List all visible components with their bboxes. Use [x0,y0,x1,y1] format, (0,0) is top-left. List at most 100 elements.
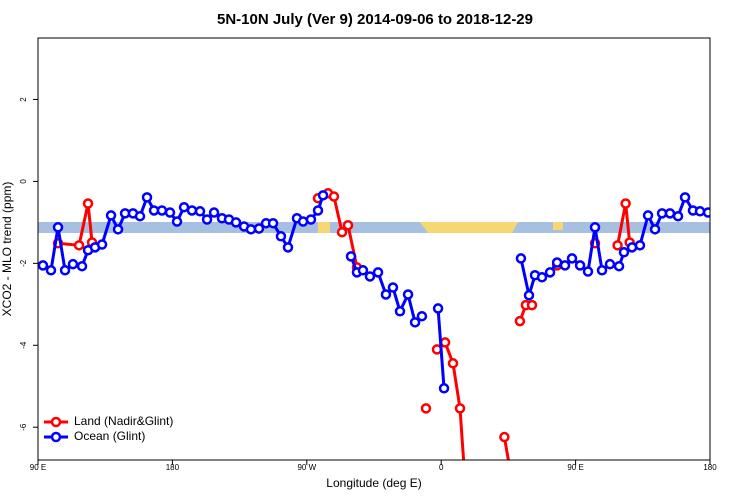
point [67,258,79,270]
point [253,223,265,234]
point [76,260,88,272]
point [312,205,324,216]
point [357,265,369,276]
point [536,272,548,283]
x-tick-label: 90 E [30,463,46,472]
point [589,222,601,233]
point [416,310,428,322]
point [38,260,49,271]
legend-marker [50,431,62,443]
land-strip [553,222,563,230]
map-strip [38,222,710,233]
point [171,216,183,227]
x-tick-label: 180 [703,463,717,472]
point [596,265,608,276]
x-tick-label: 90 E [567,463,583,472]
legend-label: Land (Nadir&Glint) [74,414,173,428]
point [702,207,710,218]
point [420,403,432,414]
point [582,266,594,277]
point [194,206,206,217]
point [275,231,287,242]
y-tick-label: -6 [19,423,28,431]
point [613,260,625,272]
point [514,315,526,327]
plot-frame [37,37,711,461]
point [328,191,340,202]
point [105,210,117,221]
point [544,267,556,278]
point [509,485,517,493]
x-tick-label: 180 [166,463,180,472]
point [618,247,630,258]
point [438,383,450,394]
point [526,299,538,311]
point [208,207,220,218]
point [380,289,392,300]
ocean-strip [38,222,710,233]
point [336,226,348,238]
land-strip [420,222,518,233]
land-strip [318,222,330,233]
point [141,192,153,203]
point [364,271,376,282]
point [267,217,279,229]
point [317,190,329,201]
chart-title: 5N-10N July (Ver 9) 2014-09-06 to 2018-1… [217,11,533,28]
point [45,265,57,276]
point [694,206,706,217]
y-tick-label: 0 [19,179,28,184]
point [409,317,421,328]
point [634,240,646,251]
x-tick-label: 0 [439,463,444,472]
point [230,217,242,228]
point [156,205,168,216]
y-tick-label: -2 [19,259,28,267]
point [664,208,676,219]
point [164,207,176,218]
point [201,214,213,225]
point [499,431,510,443]
point [372,267,384,278]
point [604,258,616,270]
point [559,260,571,271]
point [523,290,535,301]
y-tick-label: -4 [19,341,28,349]
point [345,251,357,262]
point [447,358,459,369]
point [566,253,578,264]
point [305,214,317,225]
point [96,239,108,250]
legend-label: Ocean (Glint) [74,429,145,443]
legend-marker [50,416,62,428]
point [432,303,444,314]
point [642,210,654,221]
point [515,253,527,264]
y-axis-label: XCO2 - MLO trend (ppm) [0,182,14,317]
y-tick-label: 2 [19,97,28,102]
point [59,265,71,276]
point [245,224,257,235]
point [342,219,354,231]
point [402,289,414,300]
point [394,306,406,317]
point [186,205,198,216]
point [620,198,631,209]
point [82,198,94,209]
point [649,224,661,235]
point [112,224,124,235]
point [672,210,684,222]
point [462,485,470,493]
point [52,222,64,233]
point [574,260,586,271]
point [387,282,399,293]
x-tick-label: 90 W [297,463,316,472]
point [612,240,623,251]
plot-area [38,188,710,493]
point [679,192,691,203]
point [454,403,466,414]
point [134,210,146,222]
x-axis-label: Longitude (deg E) [326,476,421,490]
point [73,240,85,251]
